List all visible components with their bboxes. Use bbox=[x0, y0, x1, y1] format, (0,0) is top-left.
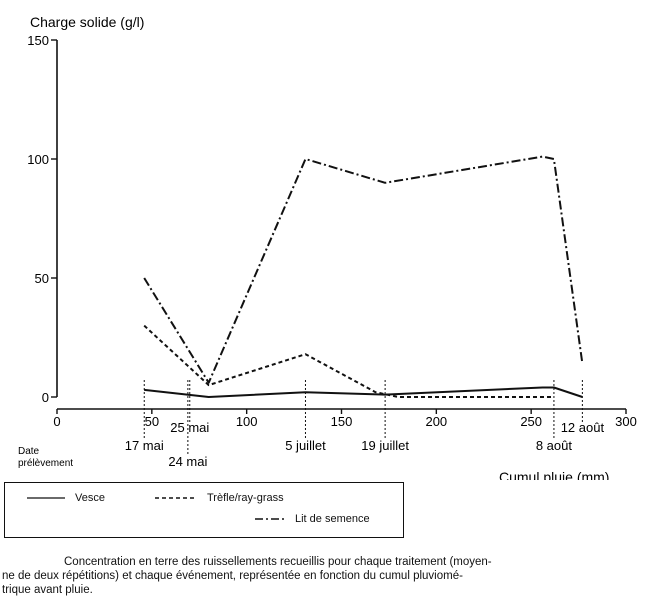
caption-line: Concentration en terre des ruissellement… bbox=[64, 556, 492, 568]
x-tick-label: 150 bbox=[331, 414, 353, 429]
legend-swatch-solid bbox=[27, 497, 65, 499]
x-tick-label: 300 bbox=[615, 414, 637, 429]
sampling-date-label: 19 juillet bbox=[361, 438, 409, 453]
legend-swatch-dashdot bbox=[255, 518, 285, 520]
y-tick-label: 100 bbox=[27, 152, 49, 167]
legend-label: Lit de semence bbox=[295, 513, 370, 525]
figure-caption: Concentration en terre des ruissellement… bbox=[2, 555, 647, 597]
legend-item-vesce: Vesce bbox=[27, 492, 105, 504]
series-lines bbox=[143, 155, 584, 398]
x-tick-label: 50 bbox=[145, 414, 159, 429]
y-tick-label: 0 bbox=[42, 390, 49, 405]
sampling-date-label: 12 août bbox=[561, 420, 605, 435]
sampling-date-label: 25 mai bbox=[170, 420, 209, 435]
y-axis-label: Charge solide (g/l) bbox=[30, 14, 144, 30]
axes: 0 50 100 150 0 50 100 150 200 250 300 bbox=[27, 33, 637, 429]
caption-line: trique avant pluie. bbox=[2, 584, 93, 596]
legend-item-trefle: Trèfle/ray-grass bbox=[155, 492, 284, 504]
date-row-label: Date bbox=[18, 446, 40, 457]
date-row-label: prélèvement bbox=[18, 458, 73, 469]
caption-line: ne de deux répétitions) et chaque événem… bbox=[2, 570, 463, 582]
legend: Vesce Trèfle/ray-grass Lit de semence bbox=[4, 482, 404, 538]
chart: Charge solide (g/l) Cumul pluie (mm) 0 50… bbox=[18, 14, 637, 480]
legend-label: Trèfle/ray-grass bbox=[207, 492, 284, 504]
x-tick-label: 250 bbox=[520, 414, 542, 429]
x-axis-label: Cumul pluie (mm) bbox=[499, 469, 609, 480]
series-line-dashdot bbox=[143, 155, 584, 384]
sampling-date-label: 17 mai bbox=[125, 438, 164, 453]
legend-label: Vesce bbox=[75, 492, 105, 504]
y-tick-label: 150 bbox=[27, 33, 49, 48]
legend-item-lit: Lit de semence bbox=[255, 513, 370, 525]
x-tick-label: 100 bbox=[236, 414, 258, 429]
legend-swatch-dashed bbox=[155, 497, 197, 499]
sampling-date-label: 8 août bbox=[536, 438, 573, 453]
series-line-dashed bbox=[143, 324, 554, 398]
x-tick-label: 0 bbox=[53, 414, 60, 429]
series-line-solid bbox=[144, 386, 583, 398]
sampling-date-label: 5 juillet bbox=[285, 438, 326, 453]
x-tick-label: 200 bbox=[425, 414, 447, 429]
sampling-date-label: 24 mai bbox=[168, 454, 207, 469]
y-tick-label: 50 bbox=[35, 271, 49, 286]
